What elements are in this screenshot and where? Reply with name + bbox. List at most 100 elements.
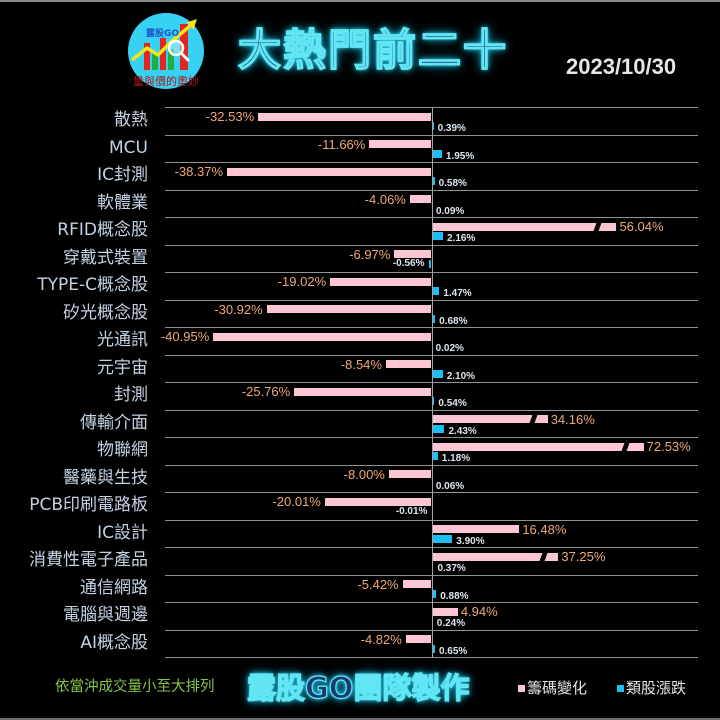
chip-change-bar (431, 552, 559, 561)
category-label: TYPE-C概念股 (37, 275, 148, 295)
sector-change-value: 0.02% (435, 343, 464, 354)
chip-change-bar (431, 525, 520, 533)
chip-change-bar (294, 387, 432, 396)
sector-change-bar (431, 424, 445, 433)
chip-change-value: 56.04% (619, 219, 664, 234)
category-label: IC封測 (97, 165, 148, 185)
sector-change-value: 3.90% (456, 535, 485, 547)
category-label: RFID概念股 (57, 220, 148, 240)
chip-change-value: -32.53% (205, 109, 255, 124)
chip-change-value: -6.97% (349, 246, 391, 262)
chip-change-value: 4.94% (460, 604, 498, 619)
chip-change-bar (388, 470, 432, 478)
top-border (0, 0, 720, 2)
category-label: 醫藥與生技 (63, 467, 148, 488)
chip-change-bar (431, 415, 548, 423)
category-label: 消費性電子產品 (29, 550, 148, 570)
chip-change-value: -5.42% (357, 576, 399, 592)
sector-change-bar (431, 534, 453, 543)
chip-change-bar (324, 497, 432, 506)
category-label: IC設計 (97, 522, 148, 543)
category-label: 通信網路 (80, 577, 148, 598)
sector-change-bar (431, 122, 434, 130)
chip-change-bar (258, 112, 432, 121)
category-label: 軟體業 (97, 192, 148, 213)
legend-swatch-chip-change (518, 685, 525, 692)
sector-change-value: 0.24% (436, 618, 466, 629)
sector-change-bar (431, 369, 443, 378)
category-label: 穿戴式裝置 (63, 247, 148, 268)
chip-change-value: 16.48% (522, 521, 567, 537)
category-label: AI概念股 (80, 632, 148, 653)
sector-change-value: 0.09% (435, 205, 465, 217)
category-label: 散熱 (114, 110, 148, 130)
chip-change-bar (405, 635, 432, 643)
plot-area: -32.53% 0.39% -11.66% 1.95% -38.37% 0.58% -4.0… (161, 107, 698, 658)
bottom-border (0, 718, 720, 720)
chip-change-bar (226, 167, 432, 176)
category-label: 物聯網 (97, 440, 148, 460)
logo-brand-text: 露股GO (146, 28, 179, 39)
sector-change-value: 1.47% (443, 288, 472, 299)
legend-label-sector-change: 類股漲跌 (626, 679, 687, 697)
chip-change-bar (369, 140, 432, 148)
category-label: PCB印刷電路板 (29, 495, 148, 515)
sector-change-bar (431, 149, 442, 158)
chip-change-value: 37.25% (561, 549, 606, 564)
report-date: 2023/10/30 (566, 54, 677, 79)
page-title: 大熱門前二十 (237, 25, 508, 77)
sector-change-bar (431, 287, 440, 295)
sector-change-value: -0.56% (392, 258, 425, 269)
logo-icon: 露股GO 量與價的奧妙 (128, 13, 204, 89)
chip-change-value: -4.82% (360, 631, 402, 647)
chip-change-bar (394, 250, 432, 258)
logo-tagline: 量與價的奧妙 (133, 74, 199, 88)
category-label: 傳輸介面 (80, 412, 148, 433)
category-label: MCU (109, 137, 148, 158)
chip-change-bar (409, 195, 432, 203)
chip-change-value: 72.53% (646, 439, 691, 454)
sector-change-bar (431, 644, 435, 653)
sector-change-value: 2.43% (448, 425, 477, 437)
sector-change-value: 2.16% (447, 233, 476, 244)
chip-change-bar (330, 277, 432, 286)
category-label: 矽光概念股 (63, 302, 148, 323)
sector-change-value: 2.10% (446, 370, 476, 382)
category-label: 光通訊 (97, 330, 148, 350)
chip-change-bar (431, 607, 458, 616)
chip-change-value: -11.66% (317, 136, 366, 152)
sector-change-bar (428, 259, 432, 268)
chip-change-bar (266, 305, 432, 313)
sector-change-bar (431, 177, 435, 185)
sector-change-value: 0.68% (439, 315, 468, 327)
sector-change-value: 1.95% (445, 150, 475, 162)
chip-change-value: -8.00% (343, 466, 385, 482)
chip-change-value: 34.16% (550, 411, 595, 427)
sector-change-value: -0.01% (395, 505, 428, 517)
sector-change-value: 1.18% (441, 453, 471, 464)
chip-change-bar (431, 222, 617, 231)
sector-change-bar (431, 314, 436, 323)
sector-change-value: 0.06% (435, 480, 465, 492)
chip-change-value: -40.95% (160, 329, 210, 344)
zero-axis (431, 107, 433, 658)
chip-change-value: -4.06% (364, 191, 406, 207)
chip-change-value: -8.54% (340, 356, 382, 372)
sector-change-bar (431, 232, 443, 240)
sector-change-value: 0.39% (437, 123, 466, 134)
sector-change-value: 0.37% (437, 563, 466, 574)
chip-change-value: -19.02% (277, 274, 327, 289)
sort-note: 依當沖成交量小至大排列 (55, 679, 215, 695)
category-labels: 散熱 MCU IC封測軟體業 RFID概念股 穿戴式裝置 TYPE-C概念股矽光概念股光通… (0, 107, 148, 657)
category-label: 電腦與週邊 (63, 605, 148, 625)
chip-change-bar (431, 442, 644, 451)
sector-change-value: 0.65% (438, 645, 468, 657)
sector-change-bar (431, 589, 437, 598)
chip-change-value: -30.92% (214, 301, 263, 317)
chip-change-value: -20.01% (272, 494, 321, 509)
category-label: 元宇宙 (97, 357, 148, 378)
chip-change-value: -25.76% (241, 384, 291, 399)
credit-text: 露股GO團隊製作 (246, 670, 470, 705)
sector-change-value: 0.58% (438, 178, 467, 189)
legend-swatch-sector-change (617, 685, 624, 692)
